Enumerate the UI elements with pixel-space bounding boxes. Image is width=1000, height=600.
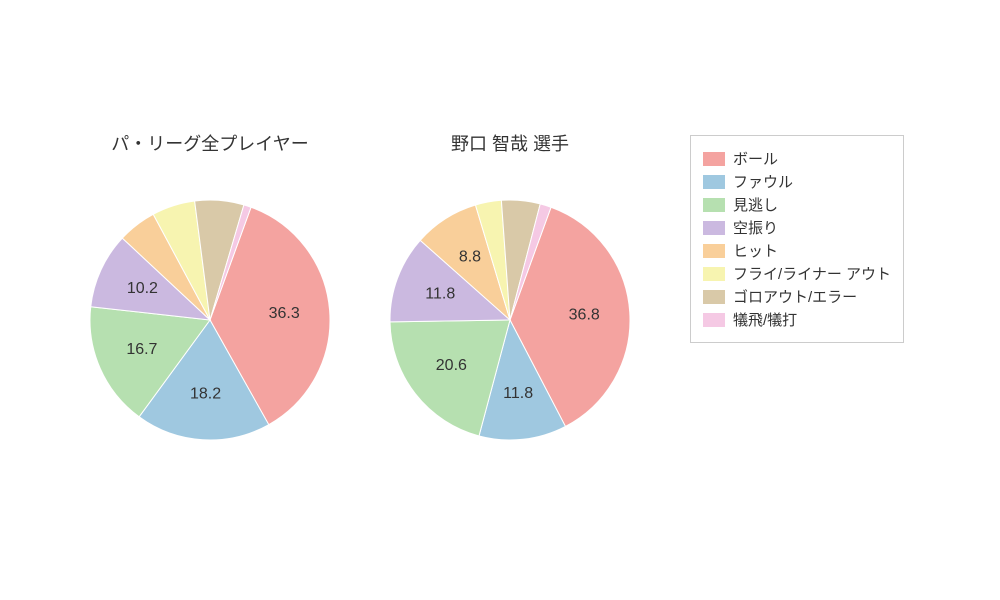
legend-swatch-foul (703, 175, 725, 189)
legend-label-swinging: 空振り (733, 217, 778, 238)
legend-swatch-ground_out (703, 290, 725, 304)
figure: パ・リーグ全プレイヤー 野口 智哉 選手 36.318.216.710.236.… (0, 0, 1000, 600)
legend-item-hit: ヒット (703, 240, 891, 261)
pie-left-label-foul: 18.2 (190, 385, 221, 402)
legend-label-hit: ヒット (733, 240, 778, 261)
pie-right-label-hit: 8.8 (459, 249, 481, 266)
legend-item-sac: 犠飛/犠打 (703, 309, 891, 330)
pie-right-label-foul: 11.8 (503, 385, 533, 402)
pie-left-label-ball: 36.3 (269, 305, 300, 322)
legend-label-fly_out: フライ/ライナー アウト (733, 263, 891, 284)
legend-swatch-ball (703, 152, 725, 166)
legend-swatch-hit (703, 244, 725, 258)
legend-swatch-sac (703, 313, 725, 327)
legend-label-foul: ファウル (733, 171, 793, 192)
pie-left-label-swinging: 10.2 (127, 280, 158, 297)
legend-item-looking: 見逃し (703, 194, 891, 215)
legend-item-swinging: 空振り (703, 217, 891, 238)
pie-left-label-looking: 16.7 (126, 341, 157, 358)
legend-label-looking: 見逃し (733, 194, 778, 215)
legend-label-ball: ボール (733, 148, 778, 169)
legend-swatch-fly_out (703, 267, 725, 281)
pie-right-label-ball: 36.8 (569, 306, 600, 323)
legend-item-ground_out: ゴロアウト/エラー (703, 286, 891, 307)
legend-item-fly_out: フライ/ライナー アウト (703, 263, 891, 284)
legend-swatch-swinging (703, 221, 725, 235)
pie-right-label-swinging: 11.8 (425, 285, 455, 302)
legend-item-ball: ボール (703, 148, 891, 169)
legend-swatch-looking (703, 198, 725, 212)
legend-label-ground_out: ゴロアウト/エラー (733, 286, 857, 307)
pie-right-label-looking: 20.6 (436, 357, 467, 374)
legend-label-sac: 犠飛/犠打 (733, 309, 797, 330)
legend-item-foul: ファウル (703, 171, 891, 192)
legend: ボールファウル見逃し空振りヒットフライ/ライナー アウトゴロアウト/エラー犠飛/… (690, 135, 904, 343)
